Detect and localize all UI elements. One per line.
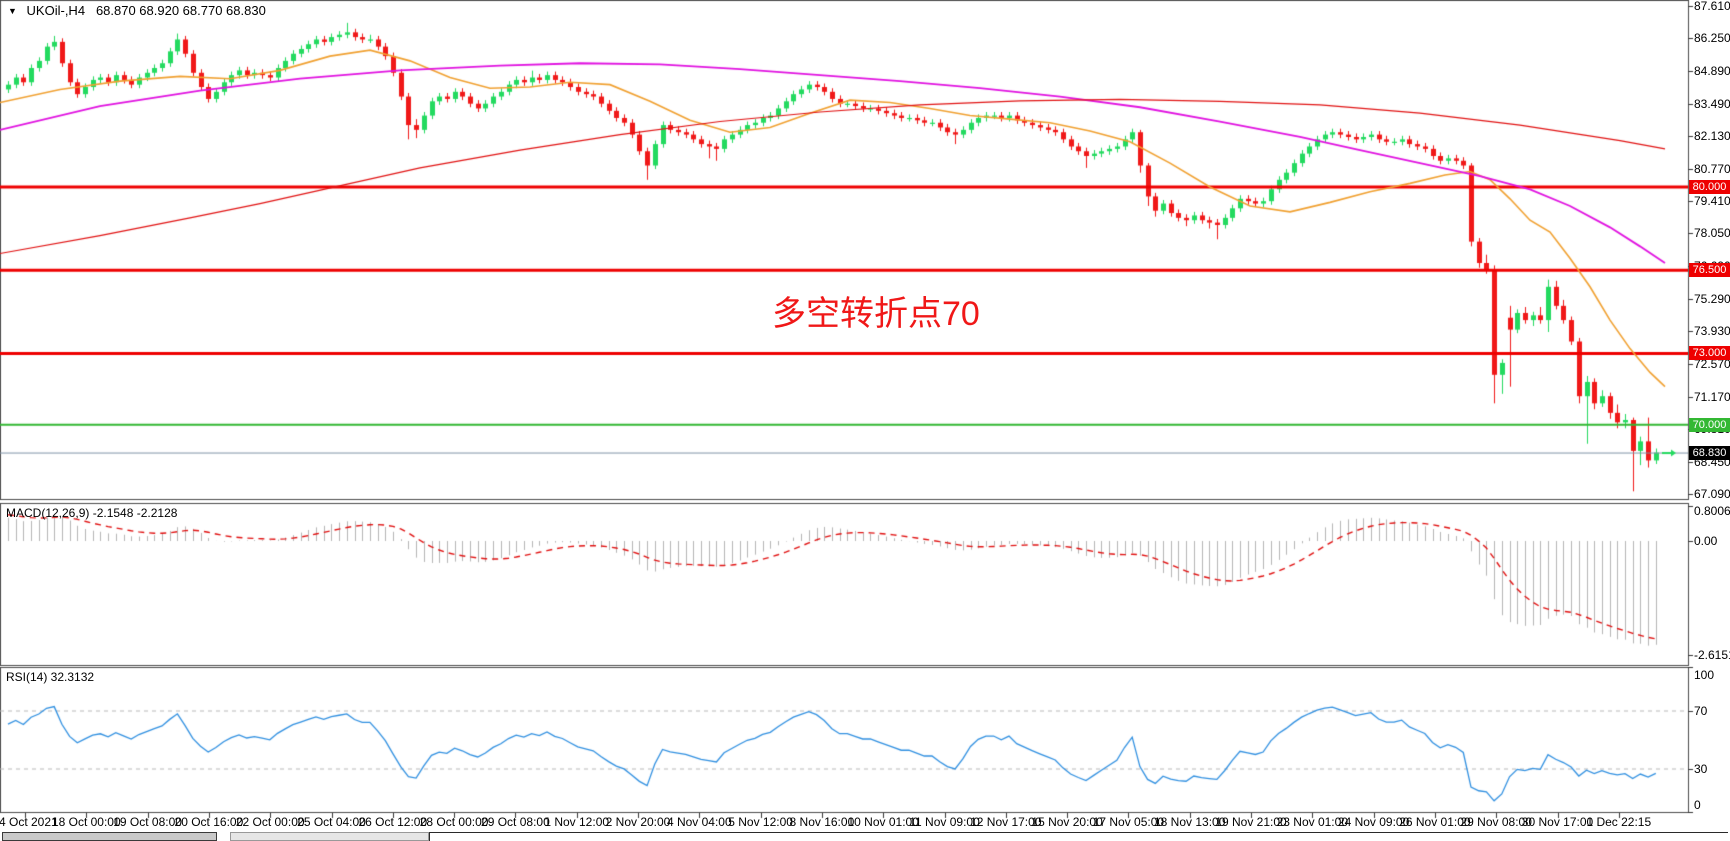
bottom-panel-tab[interactable] <box>2 832 217 841</box>
rsi-indicator-label: RSI(14) 32.3132 <box>6 670 95 684</box>
time-tick-label: 1 Dec 22:15 <box>1586 815 1652 829</box>
price-level-badge: 70.000 <box>1689 417 1730 432</box>
time-tick-label: 4 Nov 04:00 <box>666 815 732 829</box>
price-tick-label: 80.770 <box>1694 161 1730 176</box>
rsi-tick-label: 30 <box>1694 761 1708 776</box>
time-tick-label: 26 Nov 01:00 <box>1399 815 1471 829</box>
time-tick-label: 26 Oct 12:00 <box>358 815 428 829</box>
time-tick-label: 15 Nov 20:00 <box>1031 815 1103 829</box>
time-tick-label: 29 Nov 08:00 <box>1460 815 1532 829</box>
price-tick-label: 75.290 <box>1694 291 1730 306</box>
ohlc-quote: 68.870 68.920 68.770 68.830 <box>95 3 266 18</box>
price-tick-label: 71.170 <box>1694 389 1730 404</box>
time-tick-label: 2 Nov 20:00 <box>605 815 671 829</box>
bottom-panel-strip <box>429 832 1728 841</box>
chart-annotation-text: 多空转折点70 <box>772 295 980 333</box>
time-tick-label: 22 Oct 00:00 <box>235 815 305 829</box>
time-tick-label: 25 Oct 04:00 <box>297 815 366 829</box>
price-tick-label: 78.050 <box>1694 226 1730 241</box>
price-tick-label: 73.930 <box>1694 324 1730 339</box>
time-tick-label: 18 Nov 13:00 <box>1153 815 1226 829</box>
time-tick-label: 5 Nov 12:00 <box>728 815 793 829</box>
time-tick-label: 19 Oct 08:00 <box>113 815 182 829</box>
bottom-panel-tab[interactable] <box>230 832 429 841</box>
time-tick-label: 23 Nov 01:00 <box>1276 815 1348 829</box>
time-tick-label: 18 Oct 00:00 <box>51 815 121 829</box>
rsi-tick-label: 70 <box>1694 703 1708 718</box>
price-tick-label: 86.250 <box>1694 31 1730 46</box>
time-tick-label: 11 Nov 09:00 <box>909 815 980 829</box>
time-tick-label: 1 Nov 12:00 <box>544 815 610 829</box>
price-tick-label: 83.490 <box>1694 96 1730 111</box>
price-tick-label: 79.410 <box>1694 193 1730 208</box>
time-tick-label: 29 Oct 08:00 <box>481 815 550 829</box>
price-tick-label: 84.890 <box>1694 63 1730 78</box>
time-tick-label: 12 Nov 17:00 <box>970 815 1042 829</box>
price-tick-label: 87.610 <box>1694 0 1730 13</box>
macd-tick-label: 0.8006 <box>1694 504 1730 518</box>
time-tick-label: 8 Nov 16:00 <box>789 815 855 829</box>
time-tick-label: 17 Nov 05:00 <box>1092 815 1165 829</box>
time-tick-label: 30 Nov 17:00 <box>1521 815 1594 829</box>
current-price-badge: 68.830 <box>1689 445 1730 460</box>
rsi-tick-label: 100 <box>1694 668 1715 682</box>
price-level-badge: 73.000 <box>1689 346 1730 361</box>
time-tick-label: 28 Oct 00:00 <box>419 815 489 829</box>
time-tick-label: 14 Oct 2021 <box>0 815 58 829</box>
time-tick-label: 20 Oct 16:00 <box>174 815 244 829</box>
macd-tick-label: 0.00 <box>1694 534 1718 548</box>
time-tick-label: 19 Nov 21:00 <box>1215 815 1287 829</box>
time-tick-label: 24 Nov 09:00 <box>1337 815 1410 829</box>
price-level-badge: 80.000 <box>1689 179 1730 194</box>
time-tick-label: 10 Nov 01:00 <box>847 815 919 829</box>
symbol-period-label: UKOil-,H4 <box>26 3 86 18</box>
price-level-badge: 76.500 <box>1689 263 1730 278</box>
chart-title: ▼ UKOil-,H4 68.870 68.920 68.770 68.830 <box>8 3 266 18</box>
price-tick-label: 67.090 <box>1694 486 1730 501</box>
rsi-tick-label: 0 <box>1694 798 1701 812</box>
macd-indicator-label: MACD(12,26,9) -2.1548 -2.2128 <box>6 506 178 520</box>
price-tick-label: 82.130 <box>1694 129 1730 144</box>
symbol-dropdown-icon[interactable]: ▼ <box>8 6 17 16</box>
